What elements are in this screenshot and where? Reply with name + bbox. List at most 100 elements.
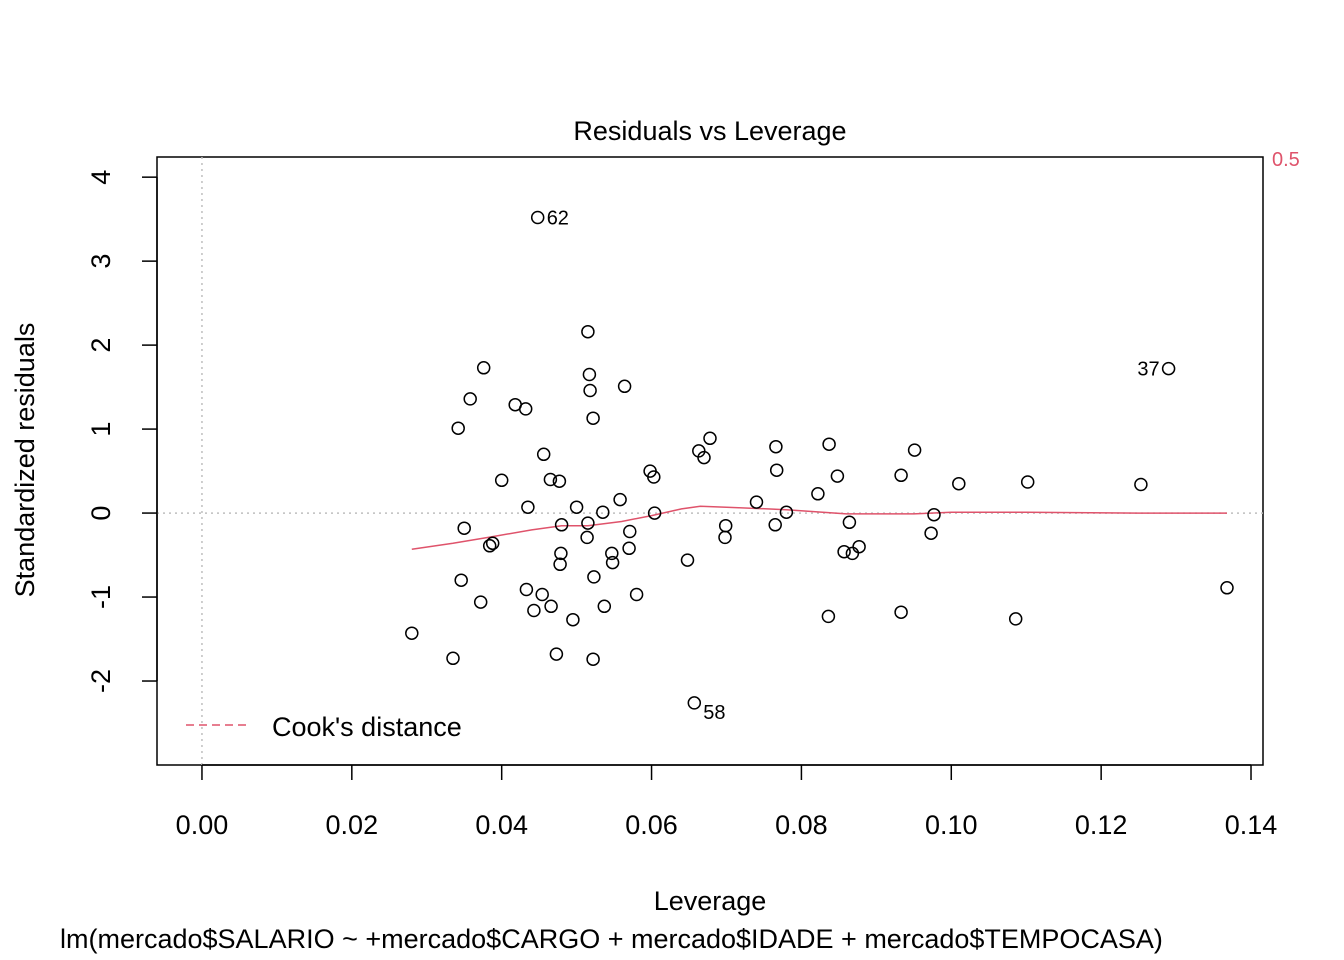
- data-point: [617, 379, 632, 394]
- data-point: [566, 612, 580, 627]
- data-point: [623, 524, 637, 539]
- data-point: [718, 530, 732, 545]
- point-labels-group: 62 37 58: [547, 208, 1160, 724]
- data-point: [769, 439, 783, 454]
- x-tick-label: 0.02: [326, 810, 379, 840]
- data-point: [842, 515, 857, 530]
- data-point: [1220, 581, 1234, 595]
- data-point: [769, 463, 784, 477]
- data-point: [687, 696, 702, 710]
- data-point: [530, 210, 545, 225]
- data-point: [544, 599, 558, 614]
- data-point: [554, 546, 568, 561]
- data-point: [622, 541, 636, 556]
- point-label: 58: [703, 702, 725, 724]
- data-point: [583, 383, 597, 398]
- data-point: [476, 361, 491, 375]
- data-point: [613, 492, 627, 507]
- model-formula: lm(mercado$SALARIO ~ +mercado$CARGO + me…: [60, 924, 1163, 954]
- data-point: [581, 324, 595, 339]
- data-point: [1008, 612, 1023, 626]
- data-point: [473, 595, 488, 609]
- data-point: [549, 647, 564, 661]
- x-axis-label: Leverage: [654, 886, 767, 916]
- data-point: [1134, 477, 1148, 492]
- x-tick-label: 0.06: [625, 810, 678, 840]
- data-point: [580, 530, 594, 545]
- legend-cook-label: Cook's distance: [272, 712, 462, 742]
- x-tick-label: 0.10: [925, 810, 978, 840]
- x-axis: 0.00 0.02 0.04 0.06 0.08 0.10 0.12 0.14: [176, 764, 1278, 840]
- x-tick-label: 0.08: [775, 810, 828, 840]
- data-point: [451, 421, 465, 435]
- y-axis: -2 -1 0 1 2 3 4: [86, 170, 158, 693]
- x-tick-label: 0.04: [475, 810, 528, 840]
- data-point: [457, 521, 471, 535]
- data-point: [1020, 475, 1035, 489]
- data-point: [596, 505, 610, 519]
- data-point: [779, 505, 794, 519]
- y-tick-label: -1: [86, 585, 116, 609]
- data-point: [587, 570, 601, 584]
- data-point: [582, 367, 597, 382]
- data-point: [952, 476, 966, 491]
- data-point: [822, 437, 836, 451]
- x-tick-label: 0.14: [1225, 810, 1278, 840]
- data-point: [749, 495, 764, 509]
- data-point: [837, 544, 851, 559]
- data-point: [521, 500, 535, 514]
- data-point: [697, 450, 711, 465]
- data-point: [605, 555, 620, 570]
- plot-frame: [156, 156, 1264, 766]
- y-tick-label: 2: [86, 338, 116, 353]
- data-point: [519, 582, 534, 597]
- data-point: [552, 474, 567, 488]
- data-point: [605, 546, 619, 561]
- data-point: [830, 469, 845, 483]
- reference-lines: [157, 157, 1263, 765]
- y-tick-label: 4: [86, 170, 116, 185]
- data-point: [518, 402, 533, 416]
- data-point: [536, 447, 551, 462]
- data-point: [907, 443, 922, 457]
- data-point: [647, 470, 661, 484]
- data-point: [482, 539, 497, 553]
- data-point: [680, 553, 695, 567]
- data-point: [768, 518, 782, 532]
- data-point: [463, 392, 477, 406]
- data-point: [535, 587, 549, 602]
- data-point: [927, 507, 941, 522]
- data-point: [597, 599, 612, 614]
- data-point: [569, 500, 584, 514]
- y-axis-label: Standardized residuals: [10, 323, 40, 598]
- data-point: [553, 557, 567, 572]
- data-point: [894, 605, 908, 619]
- x-tick-label: 0.00: [176, 810, 229, 840]
- data-point: [454, 573, 468, 587]
- data-point: [924, 526, 938, 540]
- data-point: [586, 652, 600, 666]
- x-tick-label: 0.12: [1075, 810, 1128, 840]
- smooth-line-group: [411, 505, 1227, 550]
- points-group: [405, 210, 1234, 710]
- legend: Cook's distance: [186, 712, 462, 742]
- y-tick-label: 1: [86, 422, 116, 437]
- point-label: 37: [1137, 359, 1159, 381]
- y-tick-label: 3: [86, 254, 116, 269]
- data-point: [405, 626, 419, 640]
- data-point: [845, 546, 860, 561]
- data-point: [718, 518, 733, 533]
- data-point: [821, 609, 836, 624]
- data-point: [586, 411, 600, 425]
- data-point: [581, 516, 595, 530]
- data-point: [894, 468, 908, 483]
- chart-title: Residuals vs Leverage: [573, 116, 846, 146]
- smooth-line: [411, 505, 1227, 550]
- data-point: [852, 539, 866, 554]
- y-tick-label: -2: [86, 669, 116, 693]
- data-point: [811, 487, 825, 501]
- data-point: [1161, 361, 1176, 376]
- data-point: [554, 518, 569, 532]
- data-point: [543, 472, 558, 487]
